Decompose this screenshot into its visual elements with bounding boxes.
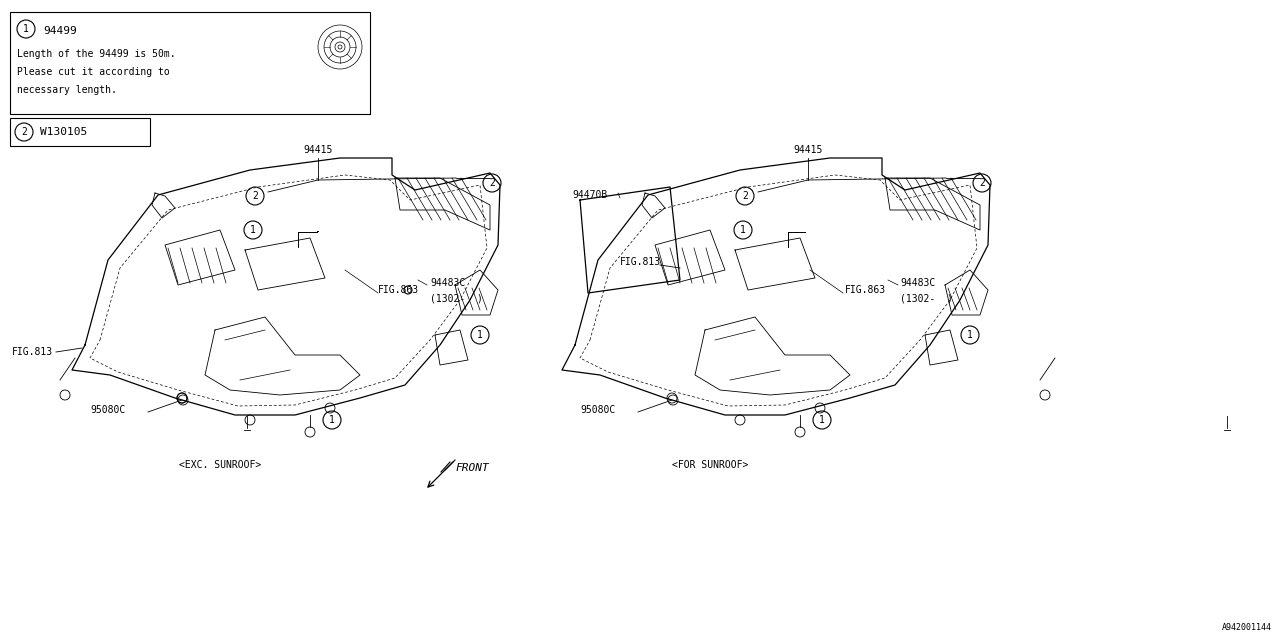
Text: 1: 1	[968, 330, 973, 340]
Text: FIG.863: FIG.863	[845, 285, 886, 295]
Text: 94483C: 94483C	[900, 278, 936, 288]
Text: 2: 2	[979, 178, 984, 188]
Text: 1: 1	[477, 330, 483, 340]
Text: 1: 1	[250, 225, 256, 235]
Text: 94499: 94499	[44, 26, 77, 36]
Text: 95080C: 95080C	[90, 405, 125, 415]
Text: FIG.863: FIG.863	[378, 285, 419, 295]
Text: 1: 1	[819, 415, 824, 425]
Text: 1: 1	[740, 225, 746, 235]
Text: FIG.813: FIG.813	[620, 257, 662, 267]
Text: 1: 1	[23, 24, 29, 34]
Text: A942001144: A942001144	[1222, 623, 1272, 632]
Text: W130105: W130105	[40, 127, 87, 137]
Text: Please cut it according to: Please cut it according to	[17, 67, 170, 77]
Polygon shape	[165, 230, 236, 285]
Text: necessary length.: necessary length.	[17, 85, 116, 95]
Text: Length of the 94499 is 50m.: Length of the 94499 is 50m.	[17, 49, 175, 59]
Bar	[10, 12, 370, 114]
Text: 2: 2	[252, 191, 259, 201]
Text: 2: 2	[489, 178, 495, 188]
Text: 94415: 94415	[794, 145, 823, 155]
Bar	[10, 118, 150, 146]
Text: <EXC. SUNROOF>: <EXC. SUNROOF>	[179, 460, 261, 470]
Text: (1302-  ): (1302- )	[900, 293, 952, 303]
Text: 94483C: 94483C	[430, 278, 465, 288]
Text: 94470B: 94470B	[572, 190, 607, 200]
Polygon shape	[655, 230, 724, 285]
Text: FRONT: FRONT	[454, 463, 489, 473]
Text: 94415: 94415	[303, 145, 333, 155]
Text: 1: 1	[329, 415, 335, 425]
Text: <FOR SUNROOF>: <FOR SUNROOF>	[672, 460, 749, 470]
Text: FIG.813: FIG.813	[12, 347, 54, 357]
Text: (1302-  ): (1302- )	[430, 293, 483, 303]
Text: 2: 2	[20, 127, 27, 137]
Text: 2: 2	[742, 191, 748, 201]
Text: 95080C: 95080C	[580, 405, 616, 415]
